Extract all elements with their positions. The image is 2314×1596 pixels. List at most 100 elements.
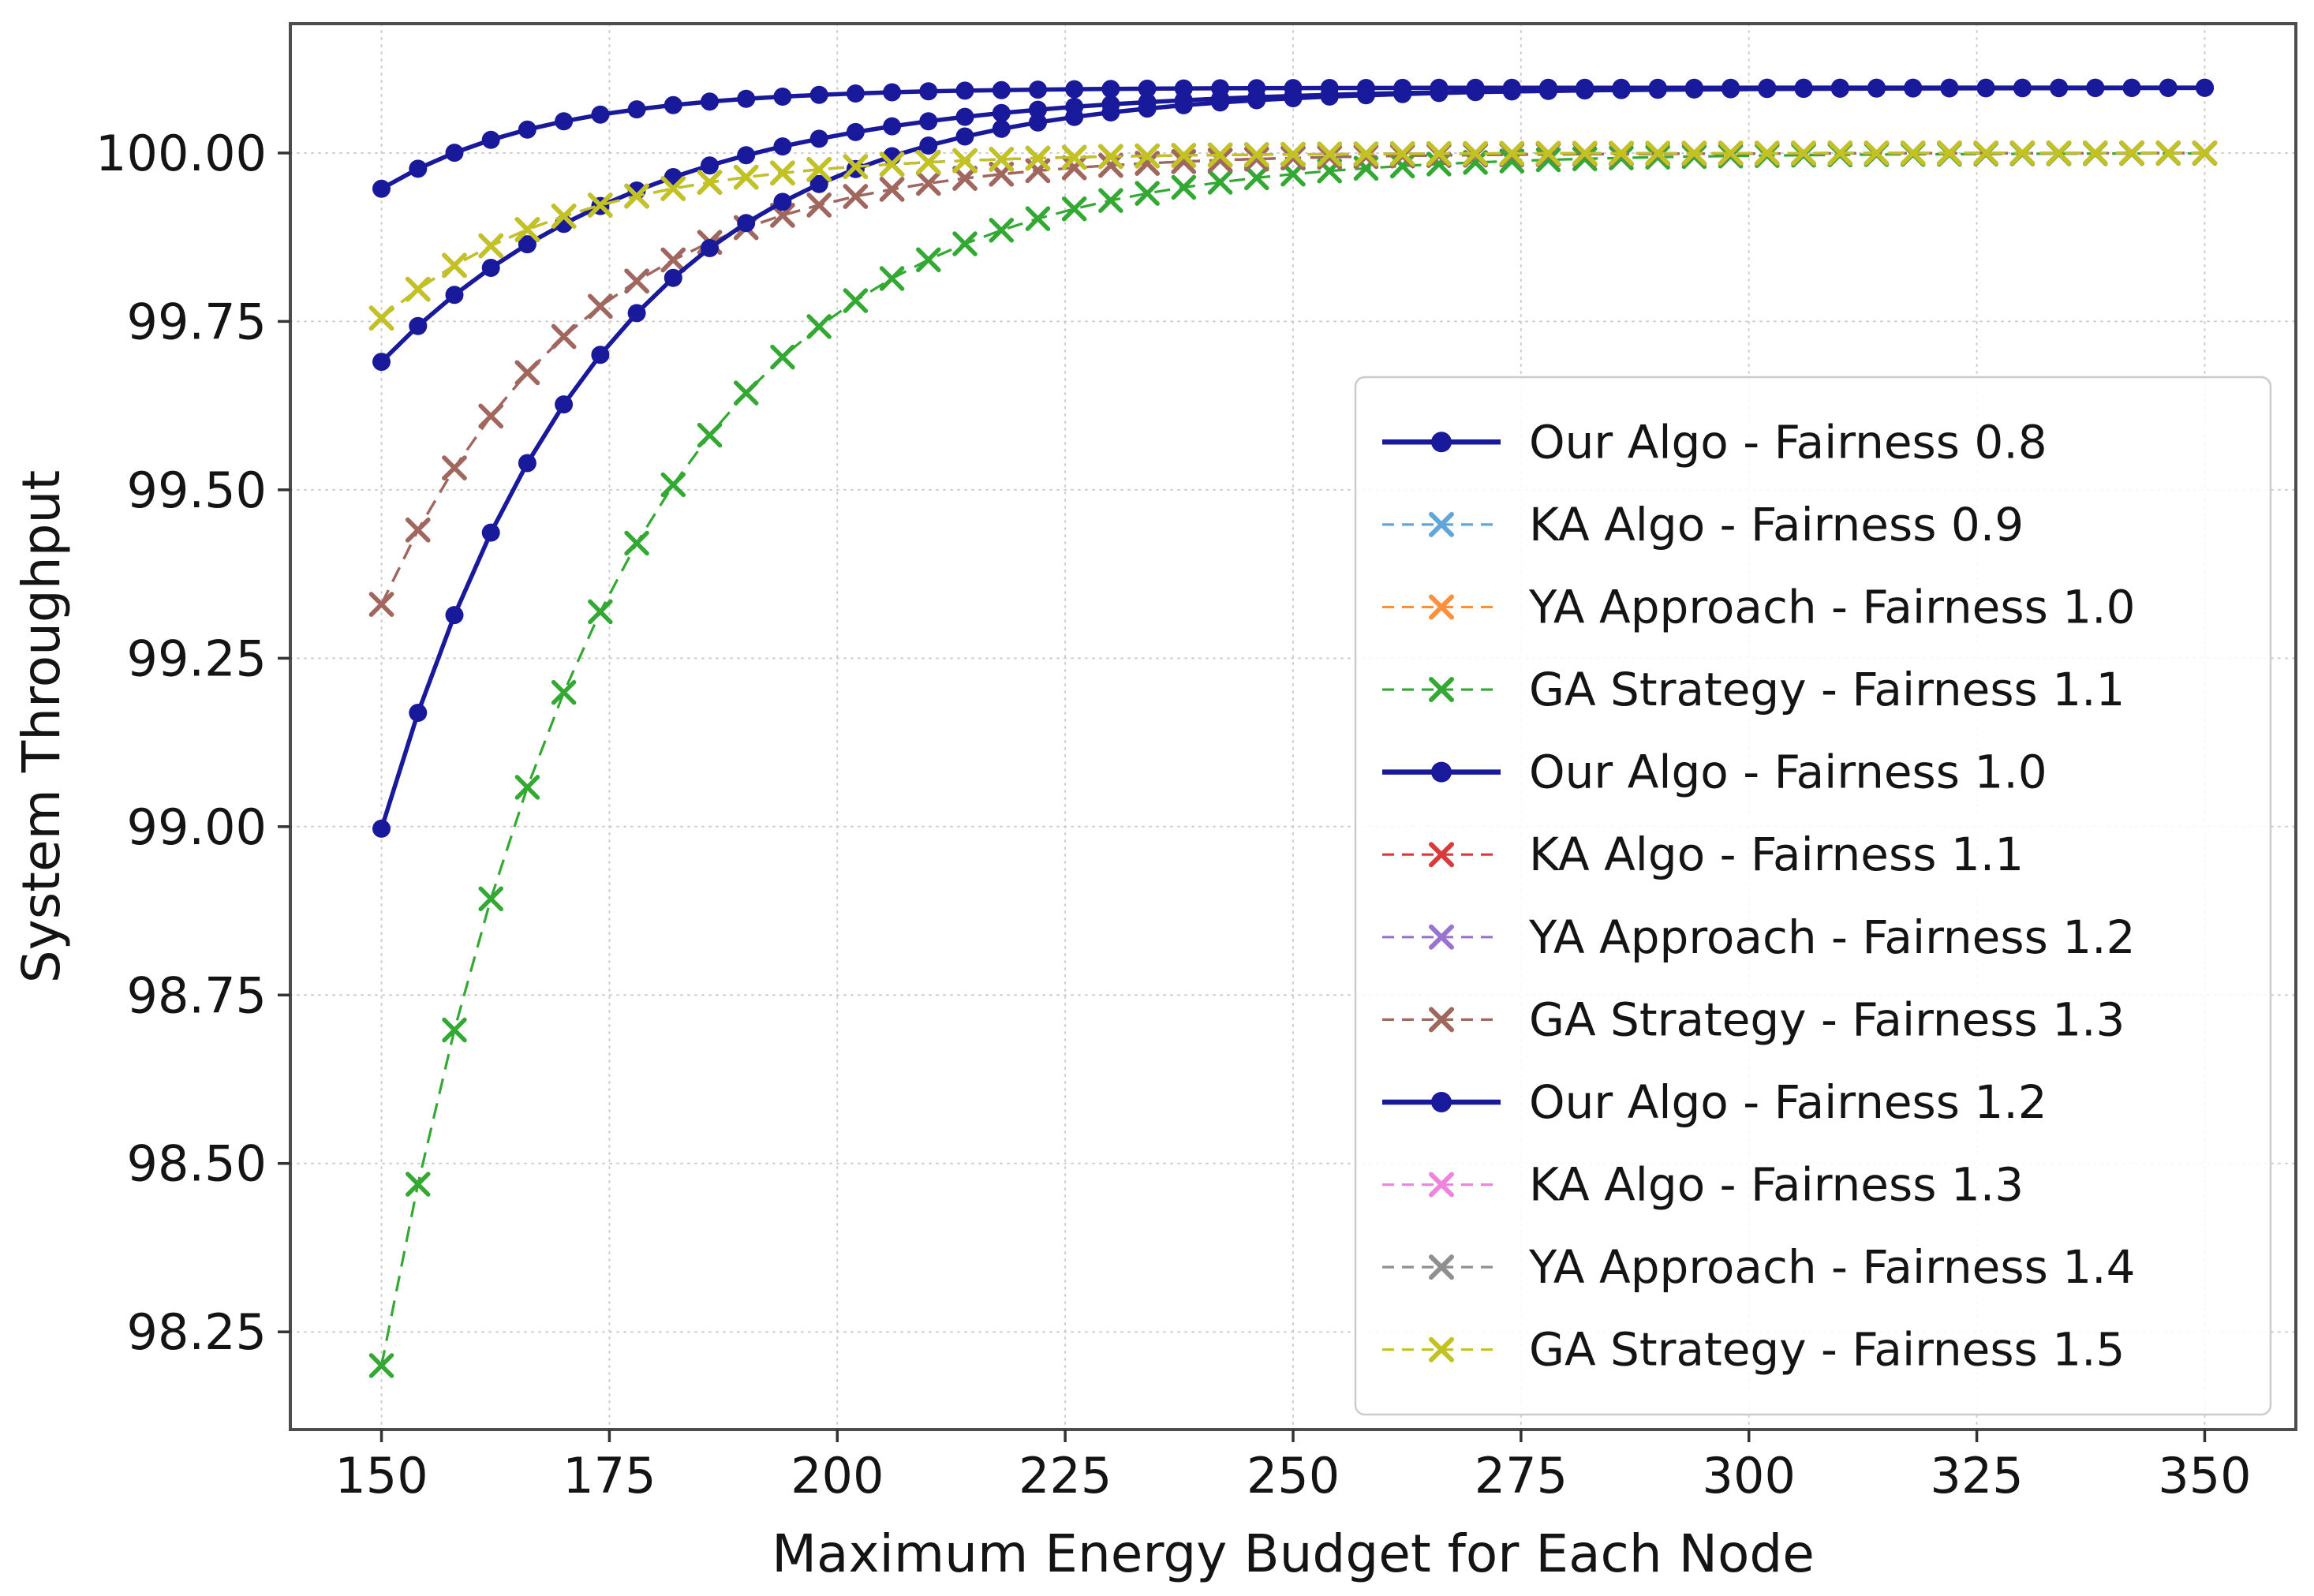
y-tick-label: 99.50 <box>127 462 267 519</box>
x-tick-label: 225 <box>1019 1447 1112 1504</box>
circle-marker-icon <box>1466 83 1485 102</box>
legend-item: YA Approach - Fairness 1.2 <box>1382 910 2135 964</box>
x-marker-icon <box>368 140 2218 331</box>
legend-item-label: GA Strategy - Fairness 1.5 <box>1529 1323 2125 1377</box>
circle-marker-icon <box>992 119 1011 138</box>
circle-marker-icon <box>1356 86 1375 105</box>
circle-marker-icon <box>955 107 974 126</box>
legend-item-label: YA Approach - Fairness 1.2 <box>1528 910 2135 964</box>
circle-marker-icon <box>919 136 938 155</box>
legend-item: KA Algo - Fairness 1.1 <box>1382 828 2024 881</box>
legend-item-label: KA Algo - Fairness 0.9 <box>1529 498 2024 551</box>
x-tick-label: 175 <box>563 1447 656 1504</box>
y-tick-label: 99.00 <box>127 798 267 856</box>
circle-marker-icon <box>773 192 792 211</box>
circle-marker-icon <box>664 95 682 114</box>
x-marker-icon <box>1429 924 1454 950</box>
circle-marker-icon <box>2050 79 2069 97</box>
circle-marker-icon <box>883 83 902 102</box>
circle-marker-icon <box>992 80 1011 99</box>
y-tick-label: 100.00 <box>95 125 267 182</box>
x-tick-label: 200 <box>791 1447 884 1504</box>
circle-marker-icon <box>1431 432 1452 453</box>
legend-item: Our Algo - Fairness 1.0 <box>1382 746 2047 799</box>
circle-marker-icon <box>518 454 536 473</box>
circle-marker-icon <box>1502 82 1521 101</box>
circle-marker-icon <box>1029 80 1047 99</box>
circle-marker-icon <box>591 105 610 124</box>
legend-item-label: Our Algo - Fairness 1.2 <box>1529 1075 2047 1129</box>
circle-marker-icon <box>809 129 828 148</box>
legend-item: Our Algo - Fairness 1.2 <box>1382 1075 2047 1129</box>
circle-marker-icon <box>1029 113 1047 132</box>
circle-marker-icon <box>664 268 682 287</box>
circle-marker-icon <box>1648 80 1667 99</box>
x-marker-icon <box>1429 511 1454 537</box>
circle-marker-icon <box>1029 100 1047 119</box>
circle-marker-icon <box>1065 107 1084 126</box>
circle-marker-icon <box>846 84 865 103</box>
circle-marker-icon <box>409 159 428 178</box>
legend-item-label: YA Approach - Fairness 1.0 <box>1528 580 2135 634</box>
legend-item-label: KA Algo - Fairness 1.1 <box>1529 828 2024 881</box>
x-tick-label: 150 <box>335 1447 428 1504</box>
circle-marker-icon <box>2013 79 2032 98</box>
circle-marker-icon <box>701 156 719 175</box>
series-our-algo-fairness-1.2 <box>372 78 2214 838</box>
circle-marker-icon <box>2122 78 2141 97</box>
legend-item-label: GA Strategy - Fairness 1.1 <box>1529 663 2125 716</box>
circle-marker-icon <box>1284 89 1303 107</box>
circle-marker-icon <box>1138 79 1157 98</box>
circle-marker-icon <box>1430 84 1449 103</box>
x-marker-icon <box>1429 1336 1454 1362</box>
circle-marker-icon <box>773 137 792 156</box>
circle-marker-icon <box>1758 80 1777 99</box>
circle-marker-icon <box>1247 91 1266 110</box>
circle-marker-icon <box>2196 78 2214 97</box>
circle-marker-icon <box>481 259 500 277</box>
series-layer <box>368 78 2218 1378</box>
circle-marker-icon <box>1101 103 1120 121</box>
legend-item: KA Algo - Fairness 1.3 <box>1382 1158 2024 1212</box>
legend-item-label: Our Algo - Fairness 1.0 <box>1529 746 2047 799</box>
circle-marker-icon <box>409 316 428 335</box>
y-axis-label: System Throughput <box>11 470 72 983</box>
legend-item: YA Approach - Fairness 1.0 <box>1382 580 2135 634</box>
circle-marker-icon <box>1211 93 1230 112</box>
legend-item-label: YA Approach - Fairness 1.4 <box>1528 1240 2135 1294</box>
circle-marker-icon <box>1138 99 1157 118</box>
circle-marker-icon <box>1101 80 1120 99</box>
circle-marker-icon <box>1684 80 1703 99</box>
circle-marker-icon <box>737 89 756 108</box>
x-tick-label: 325 <box>1930 1447 2023 1504</box>
circle-marker-icon <box>1431 761 1452 783</box>
circle-marker-icon <box>737 214 756 233</box>
legend-item-label: KA Algo - Fairness 1.3 <box>1529 1158 2024 1212</box>
circle-marker-icon <box>627 304 646 323</box>
circle-marker-icon <box>555 112 574 131</box>
circle-marker-icon <box>1830 79 1849 98</box>
circle-marker-icon <box>372 819 391 838</box>
legend-item: GA Strategy - Fairness 1.3 <box>1382 992 2125 1046</box>
circle-marker-icon <box>481 523 500 542</box>
y-tick-label: 98.75 <box>127 966 267 1024</box>
x-tick-label: 300 <box>1703 1447 1796 1504</box>
circle-marker-icon <box>919 112 938 131</box>
x-tick-label: 275 <box>1475 1447 1568 1504</box>
circle-marker-icon <box>1721 80 1740 99</box>
circle-marker-icon <box>809 85 828 104</box>
y-tick-label: 98.25 <box>127 1303 267 1361</box>
x-marker-icon <box>1429 842 1454 868</box>
circle-marker-icon <box>518 120 536 139</box>
x-axis-label: Maximum Energy Budget for Each Node <box>772 1523 1815 1584</box>
legend-item-label: GA Strategy - Fairness 1.3 <box>1529 992 2125 1046</box>
circle-marker-icon <box>701 92 719 111</box>
circle-marker-icon <box>1867 79 1886 98</box>
x-tick-label: 250 <box>1247 1447 1340 1504</box>
circle-marker-icon <box>846 122 865 141</box>
circle-marker-icon <box>992 103 1011 122</box>
circle-marker-icon <box>2086 78 2105 97</box>
circle-marker-icon <box>1065 80 1084 99</box>
circle-marker-icon <box>1539 81 1557 100</box>
